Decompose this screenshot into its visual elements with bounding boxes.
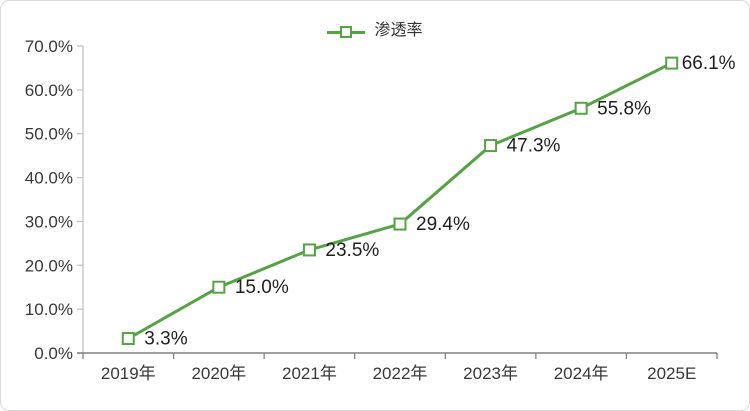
- x-axis-label: 2025E: [647, 364, 696, 383]
- data-point-marker: [484, 139, 498, 153]
- x-axis-label: 2020年: [191, 364, 246, 383]
- data-point-label: 3.3%: [144, 329, 187, 350]
- y-axis-label: 40.0%: [25, 169, 73, 188]
- data-point-marker: [574, 101, 588, 115]
- x-axis-label: 2019年: [101, 364, 156, 383]
- y-axis-label: 30.0%: [25, 212, 73, 231]
- data-point-label: 55.8%: [597, 98, 651, 119]
- x-axis-label: 2023年: [463, 364, 518, 383]
- y-axis-label: 20.0%: [25, 256, 73, 275]
- data-point-label: 47.3%: [507, 136, 561, 157]
- x-axis-label: 2022年: [373, 364, 428, 383]
- data-point-label: 29.4%: [416, 214, 470, 235]
- y-axis-label: 70.0%: [25, 37, 73, 56]
- data-point-marker: [665, 56, 679, 70]
- y-axis-label: 50.0%: [25, 125, 73, 144]
- series-line: [126, 61, 674, 341]
- y-axis-label: 0.0%: [34, 344, 73, 363]
- data-point-label: 23.5%: [325, 240, 379, 261]
- data-point-label: 66.1%: [682, 53, 736, 74]
- x-axis-label: 2021年: [282, 364, 337, 383]
- data-point-marker: [393, 217, 407, 231]
- data-point-marker: [212, 280, 226, 294]
- y-axis-label: 10.0%: [25, 300, 73, 319]
- y-axis-label: 60.0%: [25, 81, 73, 100]
- data-point-label: 15.0%: [235, 277, 289, 298]
- x-axis-label: 2024年: [554, 364, 609, 383]
- data-point-marker: [302, 243, 316, 257]
- data-point-marker: [121, 332, 135, 346]
